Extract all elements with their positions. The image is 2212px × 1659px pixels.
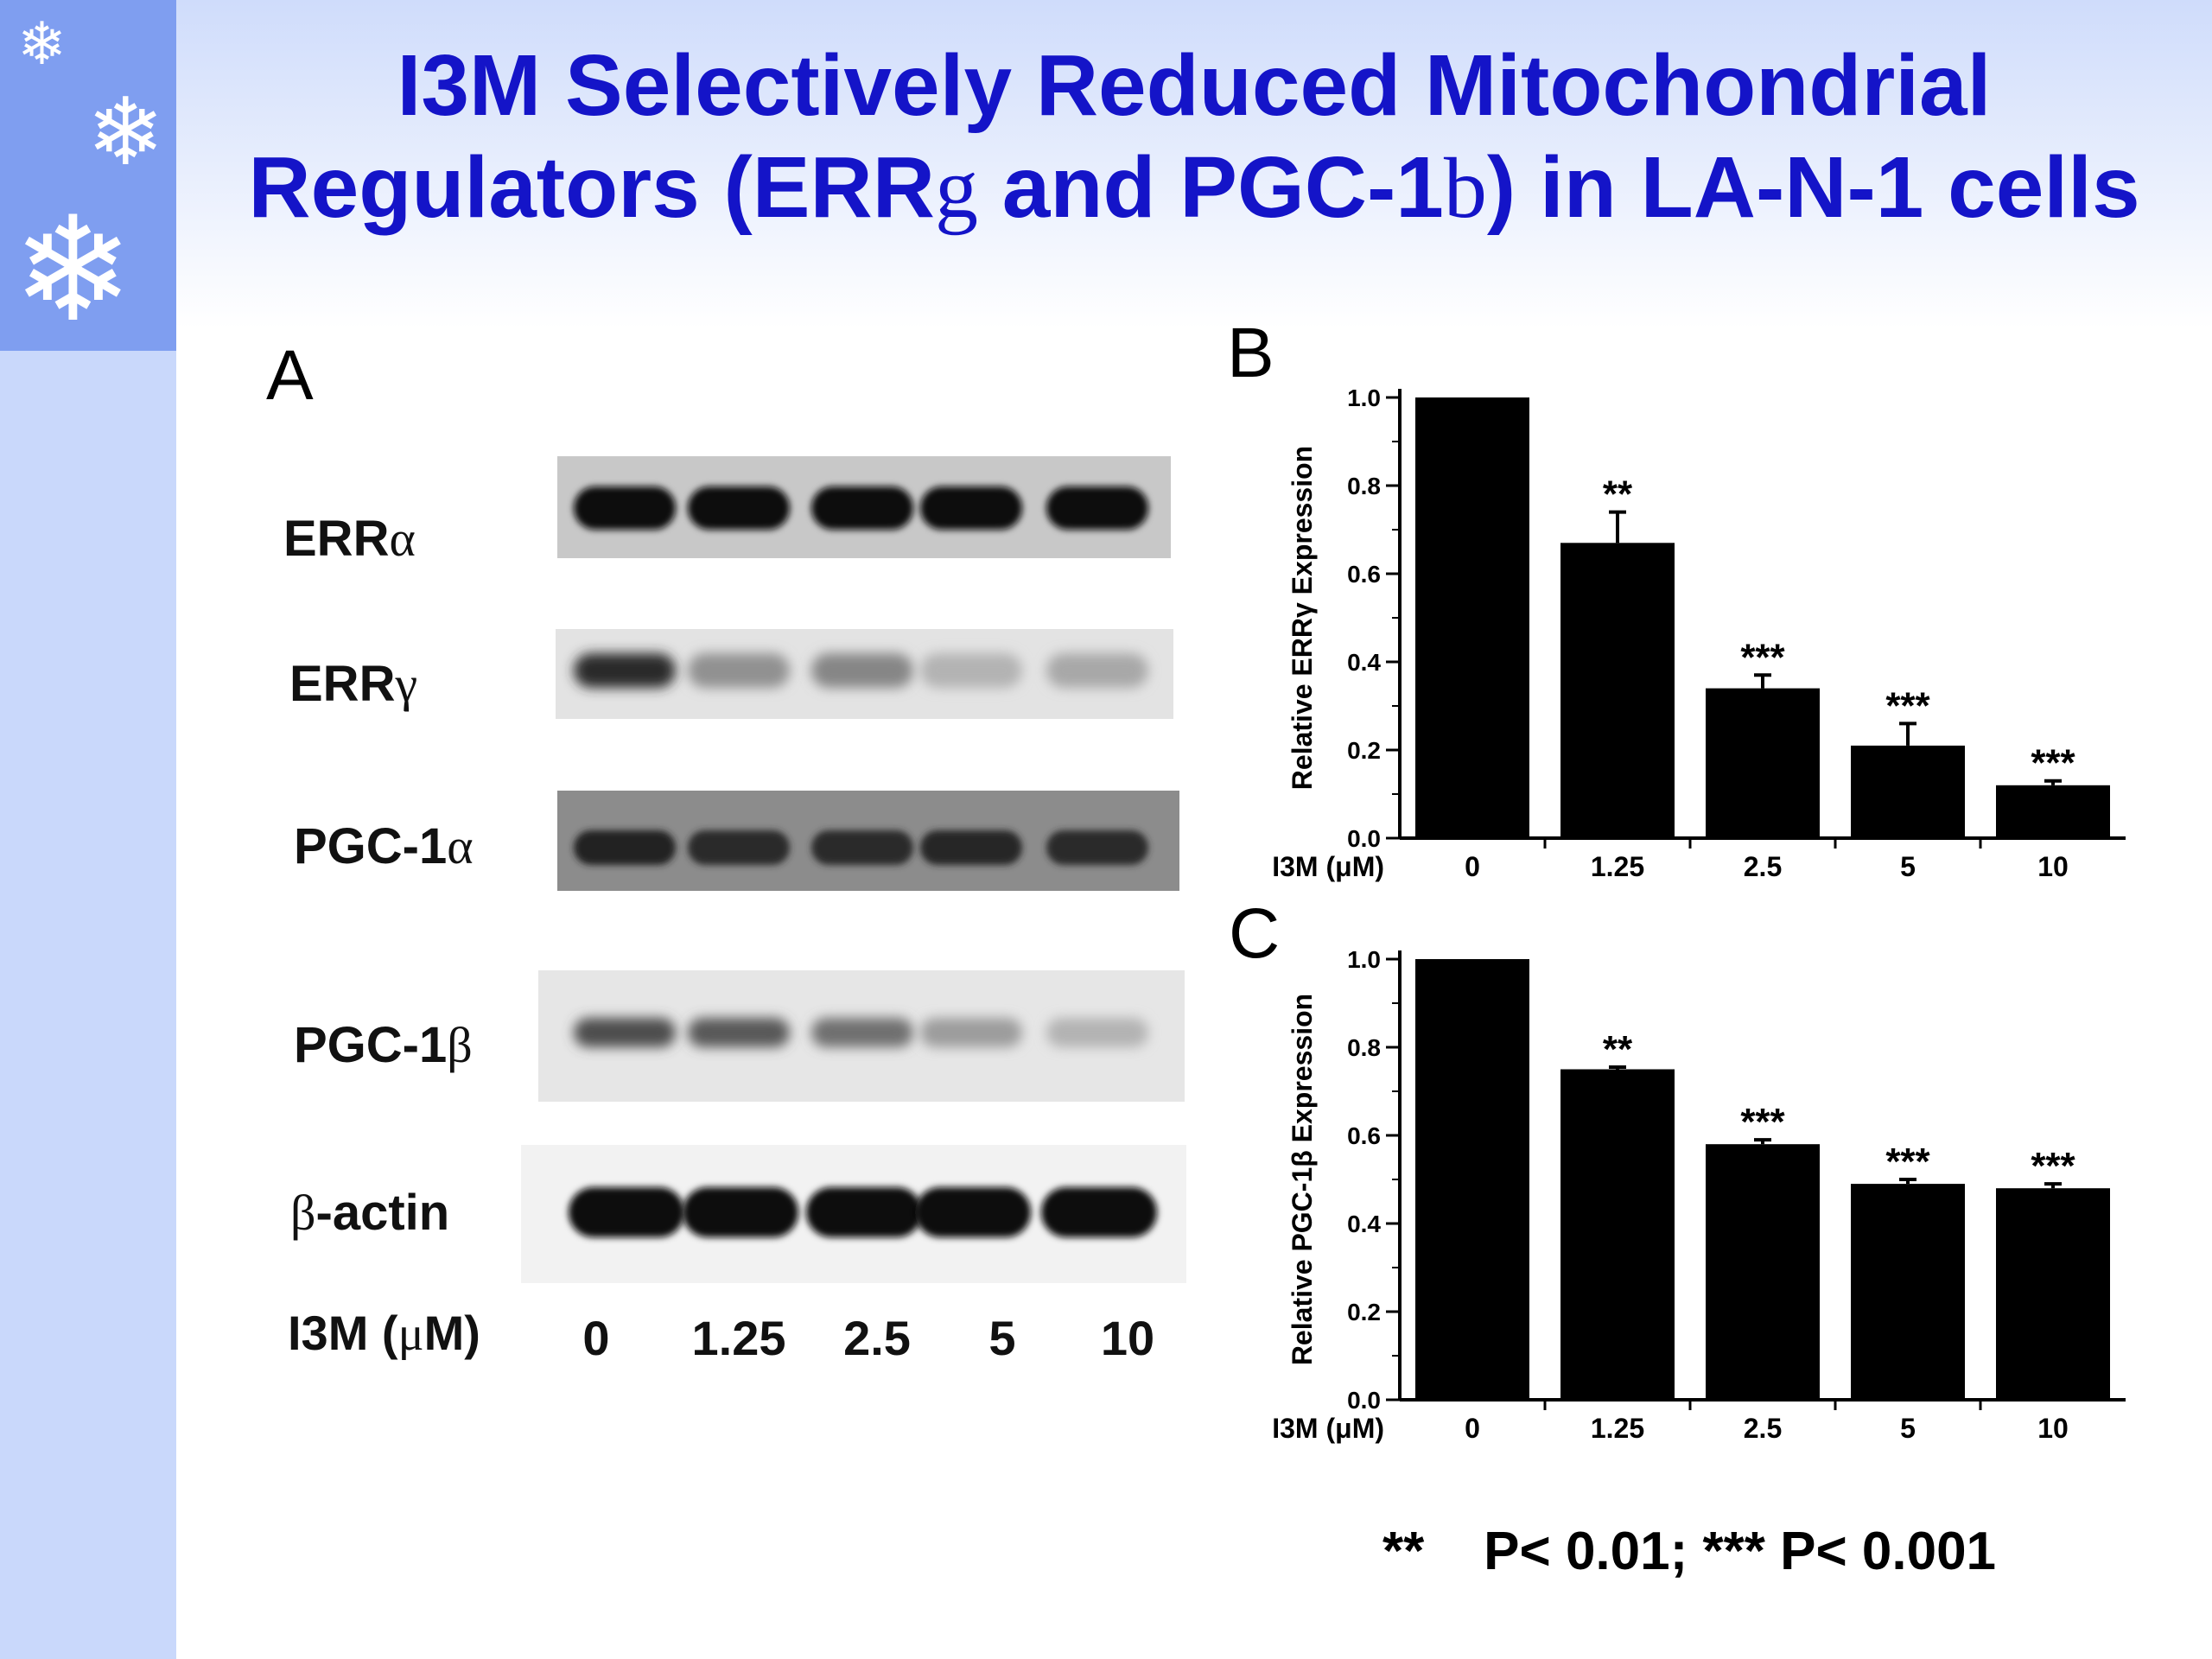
blot-band — [574, 653, 676, 688]
dose-axis-label: I3M (μM) — [288, 1306, 480, 1361]
x-tick-label: 2.5 — [1744, 1413, 1782, 1444]
panel-c-letter: C — [1229, 894, 1281, 973]
title-band — [176, 0, 2212, 328]
x-tick-label: 0 — [1465, 851, 1480, 882]
blot-band — [1041, 1187, 1157, 1237]
x-tick-label: 0 — [1465, 1413, 1480, 1444]
dose-label: 10 — [1100, 1311, 1155, 1365]
blot-label-errg: ERRγ — [289, 656, 418, 712]
snowflake-icon: ❄ — [12, 185, 134, 354]
bar — [1851, 745, 1965, 838]
x-tick-label: 10 — [2037, 851, 2069, 882]
bar-chart-errg: 0.0 0.2 0.4 0.6 0.8 1.0 Relative ERRγ Expressi… — [1272, 385, 2126, 882]
blot-band — [569, 1187, 684, 1237]
y-tick-label: 0.4 — [1347, 1211, 1381, 1237]
snowflake-icon: ❄ — [86, 79, 165, 187]
blot-band — [811, 486, 913, 530]
x-tick-label: 2.5 — [1744, 851, 1782, 882]
x-axis-label: I3M (μM) — [1272, 1413, 1384, 1444]
blot-band — [1046, 486, 1148, 530]
bar — [1415, 397, 1529, 838]
blot-band — [915, 1187, 1031, 1237]
y-tick-label: 0.2 — [1347, 1299, 1381, 1325]
panel-b-letter: B — [1227, 314, 1274, 392]
panel-a-letter: A — [266, 336, 314, 415]
bar — [1851, 1184, 1965, 1400]
y-axis-label: Relative ERRγ Expression — [1287, 446, 1318, 790]
title-line-2: Regulators (ERRg and PGC-1b) in LA-N-1 c… — [248, 139, 2140, 236]
blot-band — [574, 486, 676, 530]
y-tick-label: 0.6 — [1347, 561, 1381, 588]
significance-marker: *** — [1885, 684, 1930, 727]
blot-band — [806, 1187, 922, 1237]
x-tick-label: 5 — [1900, 851, 1916, 882]
significance-marker: *** — [2031, 742, 2075, 785]
dose-label: 5 — [988, 1311, 1016, 1365]
blot-label-erra: ERRα — [283, 511, 416, 567]
blot-label-beta-actin: β-actin — [290, 1185, 450, 1241]
blot-band — [1046, 830, 1148, 865]
blot-label-pgc1b: PGC-1β — [294, 1017, 473, 1073]
x-tick-label: 5 — [1900, 1413, 1916, 1444]
y-tick-label: 0.4 — [1347, 649, 1381, 676]
blot-band — [920, 1018, 1022, 1047]
significance-footnote: ** P< 0.01; *** P< 0.001 — [1382, 1522, 1997, 1581]
y-tick-label: 0.0 — [1347, 1387, 1381, 1414]
bar — [1996, 785, 2110, 838]
blot-band — [920, 653, 1022, 688]
y-tick-label: 0.8 — [1347, 473, 1381, 499]
y-tick-label: 0.2 — [1347, 737, 1381, 764]
y-axis-label: Relative PGC-1β Expression — [1287, 994, 1318, 1365]
significance-marker: ** — [1603, 474, 1633, 516]
sidebar-snowflake-block: ❄ ❄ ❄ — [0, 0, 176, 351]
slide-title: I3M Selectively Reduced Mitochondrial Re… — [176, 35, 2212, 239]
blot-band — [811, 653, 913, 688]
western-blot-panel — [521, 456, 1186, 1283]
blot-band — [688, 653, 790, 688]
snowflake-icon: ❄ — [17, 10, 67, 79]
dose-label: 2.5 — [843, 1311, 911, 1365]
y-tick-label: 0.0 — [1347, 825, 1381, 852]
dose-label: 0 — [582, 1311, 610, 1365]
bar — [1996, 1188, 2110, 1400]
bar — [1706, 1144, 1820, 1400]
bar-chart-pgc1b: 0.0 0.2 0.4 0.6 0.8 1.0 Relative PGC-1β Expres… — [1272, 946, 2126, 1444]
title-line-1: I3M Selectively Reduced Mitochondrial — [397, 37, 1992, 134]
dose-label: 1.25 — [691, 1311, 786, 1365]
y-tick-label: 0.8 — [1347, 1034, 1381, 1061]
blot-band — [683, 1187, 798, 1237]
y-tick-label: 0.6 — [1347, 1122, 1381, 1149]
blot-band — [688, 830, 790, 865]
blot-band — [811, 1018, 913, 1047]
blot-band — [574, 1018, 676, 1047]
blot-band — [811, 830, 913, 865]
significance-marker: *** — [1885, 1141, 1930, 1183]
significance-marker: ** — [1603, 1028, 1633, 1071]
blot-band — [920, 830, 1022, 865]
blot-band — [920, 486, 1022, 530]
bar — [1560, 1069, 1675, 1400]
x-axis-label: I3M (μM) — [1272, 851, 1384, 882]
bar — [1415, 959, 1529, 1400]
blot-band — [688, 486, 790, 530]
significance-marker: *** — [1740, 636, 1785, 678]
significance-marker: *** — [1740, 1101, 1785, 1143]
blot-band — [1046, 653, 1148, 688]
blot-band — [688, 1018, 790, 1047]
bar — [1706, 688, 1820, 838]
bar — [1560, 543, 1675, 838]
x-tick-label: 10 — [2037, 1413, 2069, 1444]
y-tick-label: 1.0 — [1347, 946, 1381, 973]
significance-marker: *** — [2031, 1145, 2075, 1187]
blot-band — [574, 830, 676, 865]
x-tick-label: 1.25 — [1591, 1413, 1644, 1444]
blot-band — [1046, 1018, 1148, 1047]
x-tick-label: 1.25 — [1591, 851, 1644, 882]
blot-label-pgc1a: PGC-1α — [294, 818, 474, 874]
y-tick-label: 1.0 — [1347, 385, 1381, 411]
